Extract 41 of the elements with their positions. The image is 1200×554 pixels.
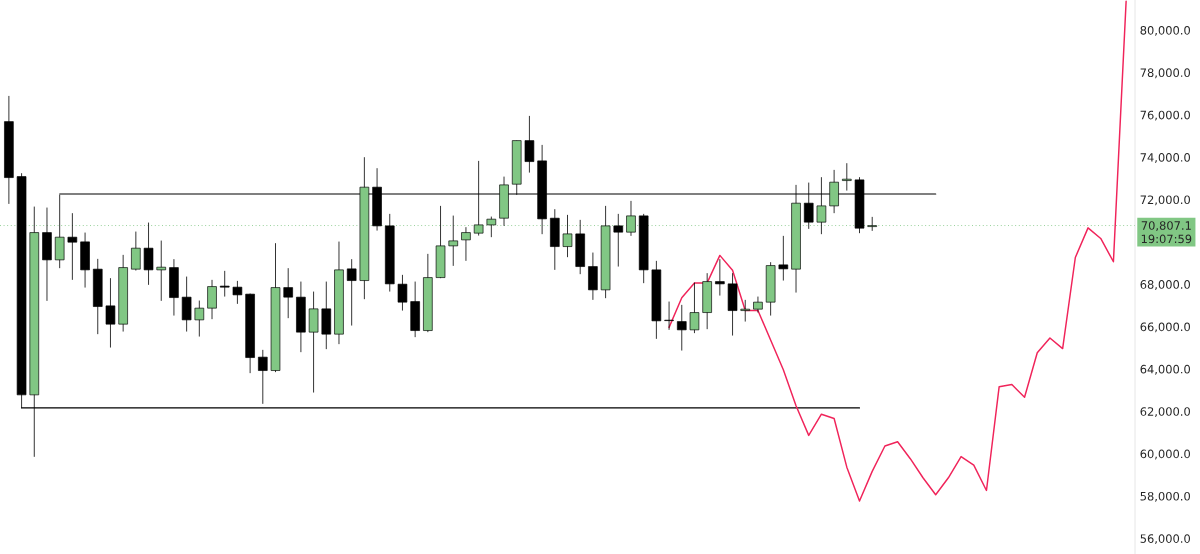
y-tick-label: 56,000.0 [1140,534,1190,545]
y-tick-label: 60,000.0 [1140,449,1190,460]
candlestick [258,349,268,405]
candlestick [753,296,763,313]
candlestick [232,280,243,305]
y-tick-label: 76,000.0 [1140,110,1190,121]
candlestick [156,240,167,302]
candlestick [664,301,674,331]
y-tick-label: 66,000.0 [1140,322,1190,333]
candlestick [715,258,725,296]
candlestick [613,213,624,267]
candlestick [67,212,78,281]
y-tick-label: 62,000.0 [1140,407,1190,418]
candlestick [778,235,789,281]
y-tick-label: 64,000.0 [1140,364,1190,375]
y-tick-label: 58,000.0 [1140,491,1190,502]
y-tick-label: 72,000.0 [1140,195,1190,206]
candlestick [207,279,217,320]
y-tick-label: 80,000.0 [1140,25,1190,36]
candlestick [346,258,357,326]
y-tick-label: 74,000.0 [1140,153,1190,163]
candlestick [842,162,852,191]
candlestick [397,274,408,311]
candlestick [588,252,598,301]
candlestick [740,299,751,322]
line-series [668,0,1127,502]
candlestick [283,267,293,319]
candlestick [143,222,154,286]
candlestick [308,291,319,393]
candlestick [689,282,700,334]
candlestick [676,304,687,351]
ref-line-label: 70,807.1 [1141,221,1191,232]
candlestick [181,276,192,332]
candlestick [105,277,116,348]
candlestick [524,115,535,173]
text: 19:07:59 [1141,234,1192,244]
candlestick [219,270,230,297]
y-tick-label: 68,000.0 [1140,280,1190,290]
candlestick [194,300,205,337]
y-tick-label: 78,000.0 [1140,68,1190,79]
candlestick [131,231,141,271]
